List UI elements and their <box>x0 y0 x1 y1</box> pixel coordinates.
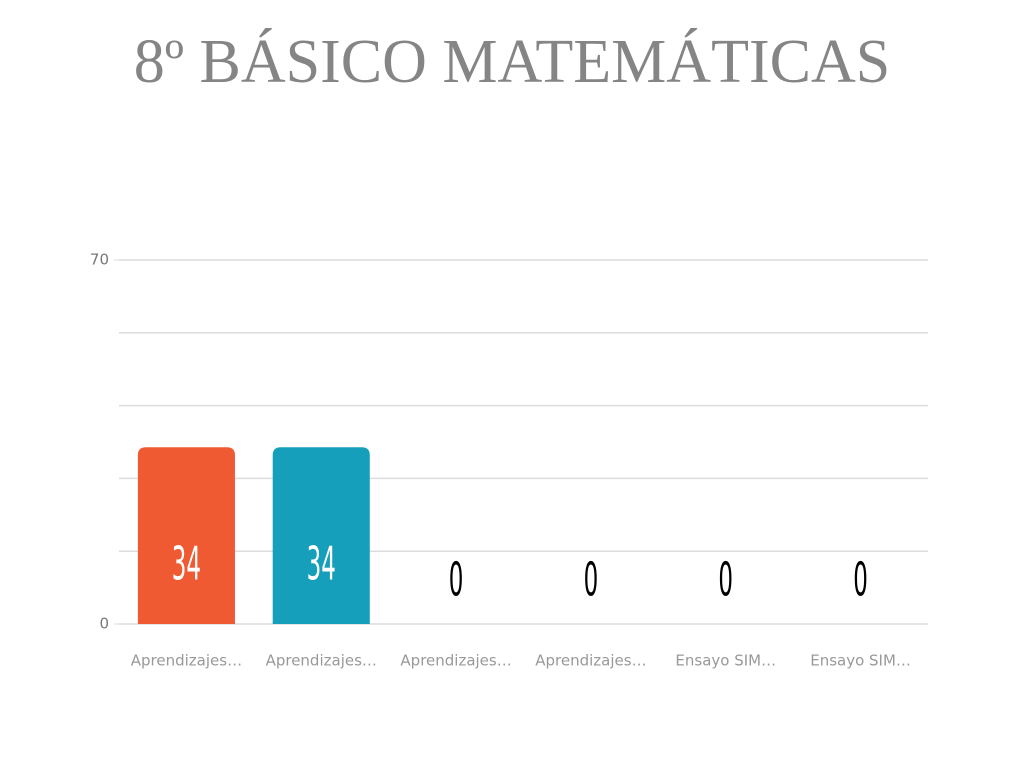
data-label: 0 <box>853 553 868 607</box>
x-tick-label: Ensayo SIM… <box>810 652 911 670</box>
x-tick-label: Aprendizajes… <box>400 652 511 670</box>
data-label: 0 <box>449 553 464 607</box>
chart-title: 8º BÁSICO MATEMÁTICAS <box>134 28 890 96</box>
x-tick-label: Aprendizajes… <box>266 652 377 670</box>
bar <box>272 447 370 624</box>
x-tick-label: Aprendizajes… <box>131 652 242 670</box>
data-label: 0 <box>718 553 733 607</box>
data-label: 34 <box>172 537 201 591</box>
x-tick-label: Aprendizajes… <box>535 652 646 670</box>
data-label: 0 <box>584 553 599 607</box>
data-label: 34 <box>307 537 336 591</box>
y-tick-label: 70 <box>90 251 109 269</box>
x-tick-label: Ensayo SIM… <box>675 652 776 670</box>
bar <box>137 447 235 624</box>
y-tick-label: 0 <box>99 615 109 633</box>
